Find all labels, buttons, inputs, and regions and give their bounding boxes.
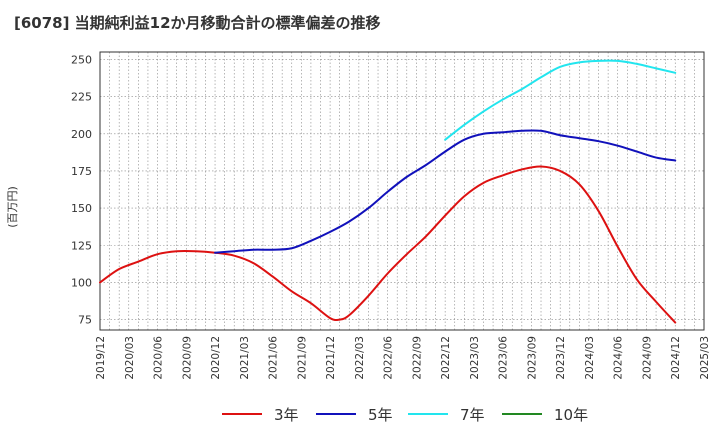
y-tick-label: 200 — [71, 128, 92, 141]
x-tick-labels: 2019/12 2020/03 2020/06 2020/09 2020/12 2021/… — [95, 336, 711, 380]
x-tick-label: 2024/09 — [641, 336, 653, 380]
series-line — [99, 165, 677, 324]
x-tick-label: 2021/06 — [268, 336, 280, 380]
series-line — [214, 129, 677, 254]
y-tick-label: 100 — [71, 276, 92, 289]
grid-lines — [100, 52, 704, 330]
legend-swatch — [502, 413, 542, 415]
x-tick-label: 2024/03 — [584, 336, 596, 380]
x-tick-label: 2021/09 — [296, 336, 308, 380]
plot-area-border — [99, 51, 705, 331]
legend-swatch — [316, 413, 356, 415]
x-tick-label: 2023/12 — [555, 336, 567, 380]
y-tick-label: 175 — [71, 165, 92, 178]
legend-item: 5年 — [316, 402, 393, 426]
y-tick-label: 75 — [78, 314, 92, 327]
x-tick-label: 2024/06 — [613, 336, 625, 380]
x-tick-label: 2025/03 — [699, 336, 711, 380]
legend-label: 7年 — [460, 405, 485, 424]
x-tick-label: 2021/03 — [239, 336, 251, 380]
legend-item: 10年 — [502, 402, 588, 426]
legend-swatch — [408, 413, 448, 415]
chart-title: [6078] 当期純利益12か月移動合計の標準偏差の推移 — [14, 14, 381, 32]
legend-label: 3年 — [274, 405, 299, 424]
legend-item: 3年 — [222, 402, 299, 426]
y-tick-label: 250 — [71, 53, 92, 66]
legend: 3年 5年 7年 10年 — [0, 402, 720, 426]
x-tick-label: 2020/12 — [210, 336, 222, 380]
x-tick-label: 2022/09 — [411, 336, 423, 380]
y-tick-label: 150 — [71, 202, 92, 215]
x-tick-label: 2023/09 — [526, 336, 538, 380]
legend-item: 7年 — [408, 402, 485, 426]
series-line — [444, 59, 677, 141]
x-tick-label: 2020/06 — [153, 336, 165, 380]
series-lines — [99, 59, 677, 324]
x-tick-label: 2023/06 — [498, 336, 510, 380]
x-tick-label: 2022/06 — [383, 336, 395, 380]
y-tick-label: 125 — [71, 239, 92, 252]
x-tick-label: 2024/12 — [670, 336, 682, 380]
x-tick-label: 2020/09 — [181, 336, 193, 380]
legend-label: 5年 — [368, 405, 393, 424]
x-tick-label: 2023/03 — [469, 336, 481, 380]
x-tick-label: 2021/12 — [325, 336, 337, 380]
x-tick-label: 2020/03 — [124, 336, 136, 380]
x-tick-label: 2022/03 — [354, 336, 366, 380]
x-tick-label: 2019/12 — [95, 336, 107, 380]
legend-swatch — [222, 413, 262, 415]
y-tick-labels: 75 100 125 150 175 200 225 250 — [71, 53, 92, 326]
x-tick-label: 2022/12 — [440, 336, 452, 380]
legend-label: 10年 — [554, 405, 589, 424]
y-axis-label: (百万円) — [6, 186, 19, 228]
y-tick-label: 225 — [71, 91, 92, 104]
